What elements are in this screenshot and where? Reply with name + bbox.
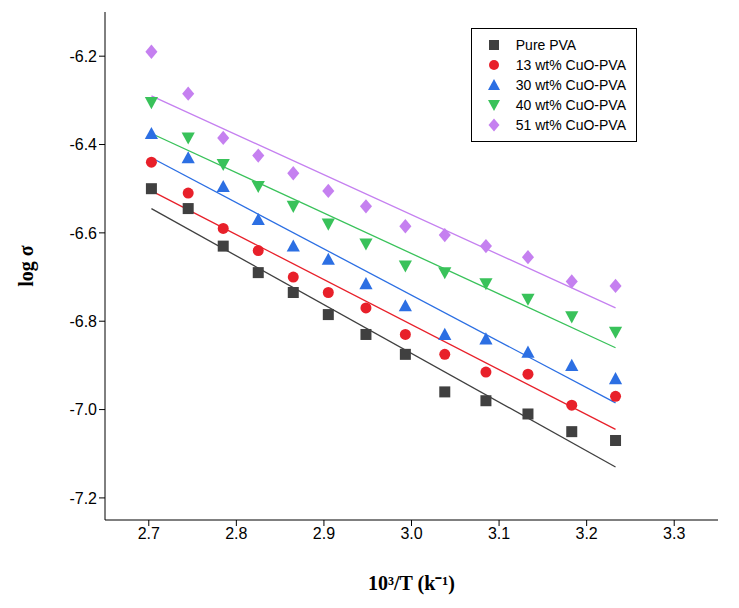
svg-text:3.3: 3.3	[663, 525, 685, 542]
svg-text:-7.2: -7.2	[69, 490, 97, 507]
svg-text:3.2: 3.2	[576, 525, 598, 542]
html-text:30 wt% CuO-PVA: 30 wt% CuO-PVA	[515, 77, 626, 93]
svg-text:-6.6: -6.6	[69, 225, 97, 242]
html-text:Pure PVA: Pure PVA	[515, 37, 577, 53]
svg-text:10³/T (k⁻¹): 10³/T (k⁻¹)	[368, 572, 455, 595]
html-text:40 wt% CuO-PVA: 40 wt% CuO-PVA	[515, 97, 626, 113]
html-text:51 wt% CuO-PVA: 51 wt% CuO-PVA	[515, 117, 626, 133]
svg-text:3.0: 3.0	[400, 525, 422, 542]
html-text:13 wt% CuO-PVA: 13 wt% CuO-PVA	[515, 57, 626, 73]
svg-text:-6.8: -6.8	[69, 313, 97, 330]
svg-text:-6.4: -6.4	[69, 136, 97, 153]
svg-text:2.8: 2.8	[225, 525, 247, 542]
svg-text:2.7: 2.7	[138, 525, 160, 542]
svg-text:-6.2: -6.2	[69, 48, 97, 65]
svg-text:log σ: log σ	[15, 245, 38, 287]
svg-text:-7.0: -7.0	[69, 401, 97, 418]
svg-text:2.9: 2.9	[313, 525, 335, 542]
svg-text:3.1: 3.1	[488, 525, 510, 542]
